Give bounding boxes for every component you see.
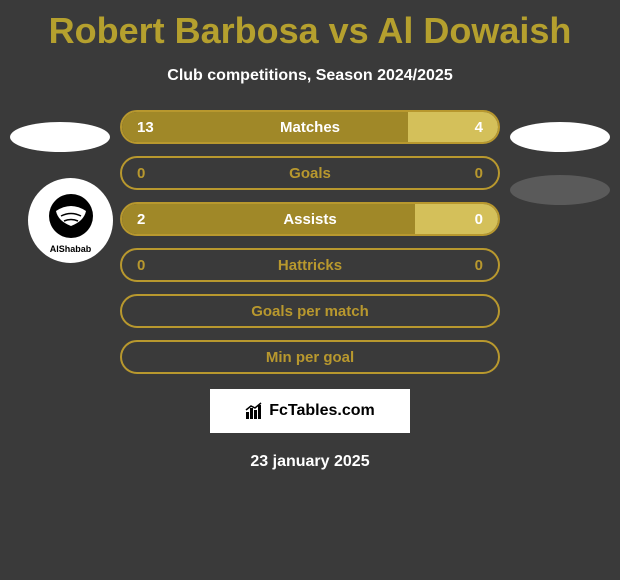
stat-row: 13 4 Matches xyxy=(120,110,500,144)
stat-label: Goals per match xyxy=(251,303,369,320)
stat-bar: Min per goal xyxy=(120,340,500,374)
stat-label: Hattricks xyxy=(278,257,342,274)
stat-fill-left xyxy=(122,112,408,142)
stat-bar: Goals per match xyxy=(120,294,500,328)
stat-bar: 0 0 Goals xyxy=(120,156,500,190)
stat-fill-left xyxy=(122,204,415,234)
stat-label: Matches xyxy=(280,119,340,136)
stat-fill-right xyxy=(408,112,498,142)
stat-label: Min per goal xyxy=(266,349,354,366)
stat-value-left: 0 xyxy=(137,165,145,182)
stat-row: Goals per match xyxy=(120,294,500,328)
stat-value-right: 0 xyxy=(475,165,483,182)
stat-row: 2 0 Assists xyxy=(120,202,500,236)
chart-icon xyxy=(245,402,263,420)
stat-value-right: 0 xyxy=(475,211,483,228)
stat-bar: 2 0 Assists xyxy=(120,202,500,236)
stat-value-right: 4 xyxy=(475,119,483,136)
date-label: 23 january 2025 xyxy=(0,453,620,471)
stat-value-left: 0 xyxy=(137,257,145,274)
stat-value-right: 0 xyxy=(475,257,483,274)
stat-row: 0 0 Goals xyxy=(120,156,500,190)
subtitle: Club competitions, Season 2024/2025 xyxy=(0,67,620,85)
infographic-container: Robert Barbosa vs Al Dowaish Club compet… xyxy=(0,0,620,471)
stat-bar: 13 4 Matches xyxy=(120,110,500,144)
stat-row: Min per goal xyxy=(120,340,500,374)
stat-row: 0 0 Hattricks xyxy=(120,248,500,282)
fctables-text: FcTables.com xyxy=(269,402,375,420)
stat-value-left: 13 xyxy=(137,119,154,136)
stat-fill-right xyxy=(415,204,498,234)
page-title: Robert Barbosa vs Al Dowaish xyxy=(0,10,620,52)
stat-value-left: 2 xyxy=(137,211,145,228)
stat-label: Assists xyxy=(283,211,336,228)
stat-bar: 0 0 Hattricks xyxy=(120,248,500,282)
fctables-badge: FcTables.com xyxy=(210,389,410,433)
stat-label: Goals xyxy=(289,165,331,182)
stats-area: 13 4 Matches 0 0 Goals 2 0 Assists 0 0 Hattricks Goa… xyxy=(0,110,620,374)
